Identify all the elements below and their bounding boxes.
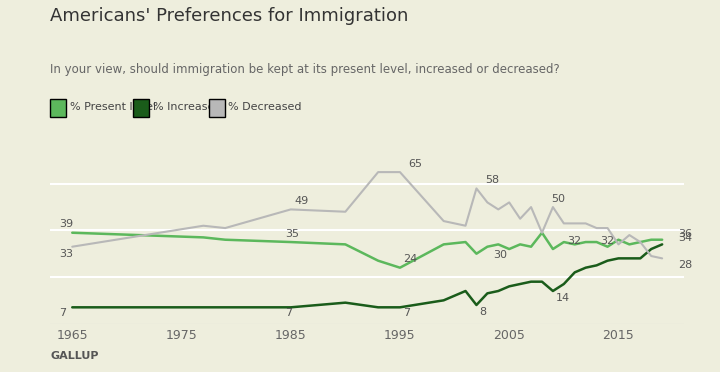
Text: 7: 7 bbox=[403, 308, 410, 318]
Text: 30: 30 bbox=[492, 250, 507, 260]
Text: % Increased: % Increased bbox=[153, 102, 221, 112]
Text: 65: 65 bbox=[409, 158, 423, 169]
Text: % Decreased: % Decreased bbox=[228, 102, 302, 112]
Text: 24: 24 bbox=[403, 254, 418, 264]
Text: 33: 33 bbox=[59, 248, 73, 259]
Text: GALLUP: GALLUP bbox=[50, 351, 99, 361]
Text: 49: 49 bbox=[294, 196, 308, 206]
Text: 34: 34 bbox=[678, 233, 693, 243]
Text: 7: 7 bbox=[285, 308, 292, 318]
Text: 32: 32 bbox=[600, 235, 614, 246]
Text: 58: 58 bbox=[485, 175, 499, 185]
Text: 32: 32 bbox=[567, 235, 581, 246]
Text: 28: 28 bbox=[678, 260, 693, 270]
Text: 36: 36 bbox=[678, 228, 693, 238]
Text: 14: 14 bbox=[556, 293, 570, 303]
Text: 39: 39 bbox=[59, 219, 73, 229]
Text: % Present level: % Present level bbox=[70, 102, 156, 112]
Text: 8: 8 bbox=[480, 307, 487, 317]
Text: Americans' Preferences for Immigration: Americans' Preferences for Immigration bbox=[50, 7, 409, 25]
Text: In your view, should immigration be kept at its present level, increased or decr: In your view, should immigration be kept… bbox=[50, 63, 560, 76]
Text: 50: 50 bbox=[551, 193, 564, 203]
Text: 7: 7 bbox=[59, 308, 66, 318]
Text: 35: 35 bbox=[285, 228, 300, 238]
